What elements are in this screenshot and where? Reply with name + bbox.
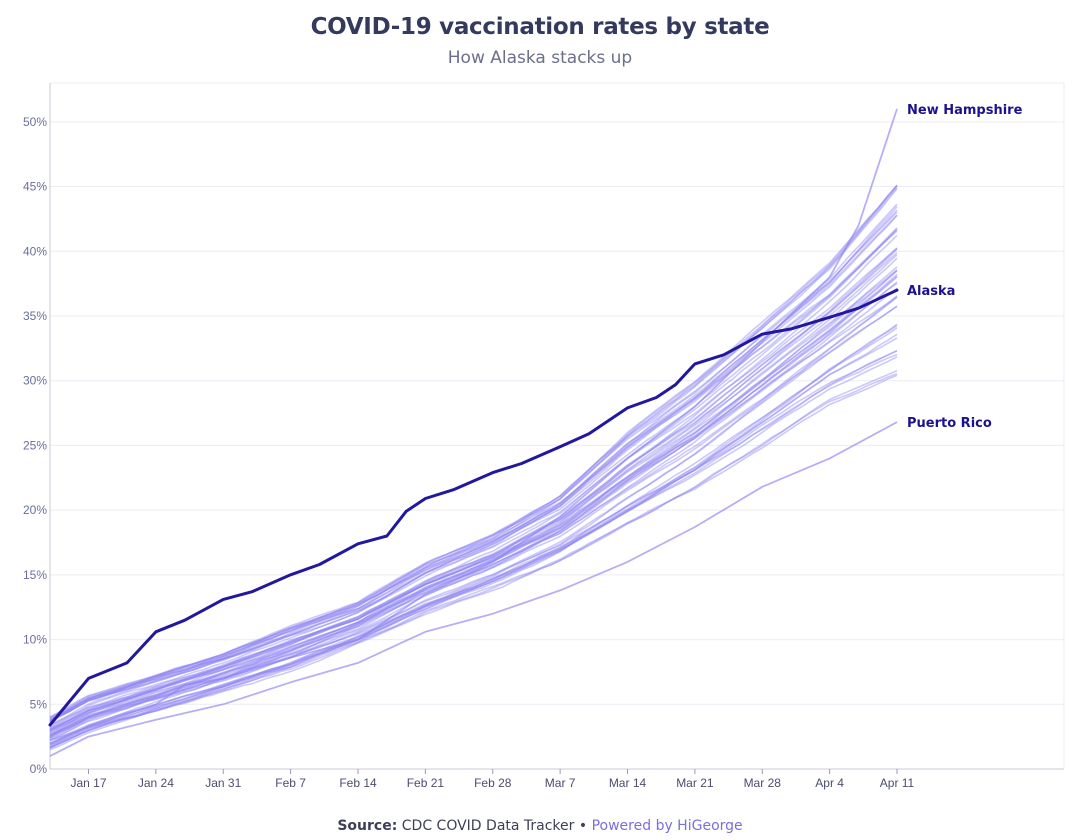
state-line [49, 275, 898, 736]
y-tick-label: 45% [23, 180, 47, 194]
state-line [49, 296, 898, 741]
other-state-lines [49, 184, 898, 751]
footer-separator: • [578, 818, 588, 834]
state-line [49, 296, 898, 744]
state-line [49, 206, 898, 722]
state-line [49, 247, 898, 732]
series-label-alaska: Alaska [907, 284, 955, 299]
state-line [49, 203, 898, 722]
powered-by-link[interactable]: Powered by HiGeorge [591, 818, 743, 834]
state-line [49, 209, 898, 721]
state-line [49, 227, 898, 723]
y-tick-label: 5% [30, 697, 48, 711]
series-label-puerto-rico: Puerto Rico [907, 416, 992, 431]
x-tick-label: Feb 28 [474, 776, 512, 790]
x-tick-label: Feb 21 [407, 776, 445, 790]
state-line [49, 273, 898, 733]
state-line [49, 305, 898, 737]
grid-layer [50, 82, 1065, 770]
state-line [49, 374, 898, 749]
state-line [49, 228, 898, 732]
x-tick-label: Mar 21 [676, 776, 714, 790]
state-line [49, 234, 898, 735]
state-line [49, 373, 898, 747]
state-line-new-hampshire [49, 108, 898, 742]
state-line [49, 353, 898, 739]
state-line [49, 229, 898, 719]
state-line [49, 349, 898, 738]
source-label: Source: [337, 818, 398, 834]
state-line [49, 349, 898, 746]
state-line [49, 184, 898, 719]
state-line [49, 305, 898, 745]
x-tick-label: Feb 14 [339, 776, 377, 790]
highlighted-state-line [48, 288, 899, 727]
state-line [49, 211, 898, 718]
state-line [49, 184, 898, 722]
x-tick-label: Jan 24 [138, 776, 174, 790]
y-tick-label: 10% [23, 633, 47, 647]
state-line [49, 254, 898, 731]
state-line [49, 188, 898, 722]
y-tick-label: 30% [23, 374, 47, 388]
state-line [49, 230, 898, 720]
state-line [49, 257, 898, 734]
chart-title: COVID-19 vaccination rates by state [310, 14, 770, 40]
state-line [49, 287, 898, 740]
chart-footer: Source: CDC COVID Data Tracker • Powered… [0, 818, 1080, 834]
x-tick-label: Feb 7 [275, 776, 306, 790]
source-text: CDC COVID Data Tracker [401, 818, 575, 834]
state-line [49, 327, 898, 749]
y-tick-label: 50% [23, 115, 47, 129]
state-line [49, 247, 898, 726]
state-line [49, 252, 898, 731]
state-line-alaska [48, 288, 899, 727]
state-line [49, 214, 898, 723]
y-tick-label: 15% [23, 568, 47, 582]
state-line [49, 295, 898, 730]
state-line [49, 270, 898, 738]
series-label-new-hampshire: New Hampshire [907, 103, 1023, 118]
state-line [49, 184, 898, 721]
x-tick-label: Apr 4 [815, 776, 844, 790]
series-labels: New Hampshire Puerto Rico Alaska [907, 103, 1023, 431]
state-line [49, 248, 898, 729]
state-line [49, 266, 898, 739]
state-line [49, 324, 898, 748]
x-tick-label: Jan 31 [205, 776, 241, 790]
y-tick-label: 20% [23, 503, 47, 517]
y-tick-label: 0% [30, 762, 48, 776]
x-tick-label: Apr 11 [880, 776, 915, 790]
state-line [49, 186, 898, 722]
state-line [49, 269, 898, 730]
x-tick-label: Jan 17 [70, 776, 106, 790]
x-tick-label: Mar 28 [744, 776, 782, 790]
y-tick-label: 25% [23, 438, 47, 452]
state-line [49, 356, 898, 745]
state-line [49, 369, 898, 749]
state-line-puerto-rico [49, 421, 898, 757]
state-line [49, 270, 898, 728]
state-line [49, 323, 898, 746]
y-tick-label: 35% [23, 309, 47, 323]
axis-layer: 0% 5% 10% 15% 20% 25% 30% 35% 40% 45% 50% Jan 17 Jan… [23, 83, 1064, 790]
state-line [49, 333, 898, 751]
chart-subtitle: How Alaska stacks up [447, 48, 633, 68]
labeled-state-lines [49, 108, 898, 757]
x-tick-label: Mar 14 [609, 776, 647, 790]
state-line [49, 214, 898, 726]
state-line [49, 337, 898, 748]
x-tick-label: Mar 7 [545, 776, 576, 790]
y-tick-label: 40% [23, 244, 47, 258]
